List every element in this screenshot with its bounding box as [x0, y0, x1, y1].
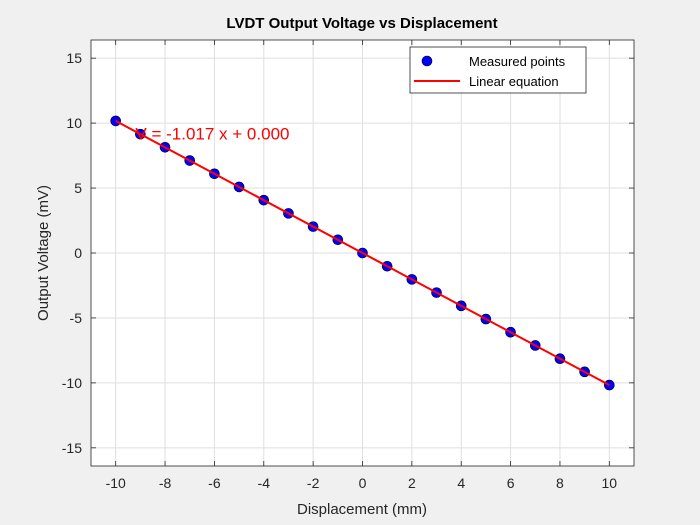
- y-tick-label: -15: [62, 440, 82, 456]
- y-tick-label: -5: [70, 310, 83, 326]
- x-tick-label: -4: [258, 475, 271, 491]
- legend-label-measured: Measured points: [469, 54, 566, 69]
- x-tick-label: 4: [457, 475, 465, 491]
- y-tick-label: 0: [74, 245, 82, 261]
- x-tick-label: 10: [602, 475, 618, 491]
- x-axis-label: Displacement (mm): [297, 501, 427, 518]
- legend-label-linear: Linear equation: [469, 74, 559, 89]
- x-tick-label: -8: [159, 475, 172, 491]
- legend-box: [409, 46, 587, 94]
- y-tick-label: 15: [66, 50, 82, 66]
- fit-line: [115, 120, 610, 386]
- x-tick-label: -2: [307, 475, 320, 491]
- x-tick-label: 2: [408, 475, 416, 491]
- y-tick-label: -10: [62, 375, 82, 391]
- x-tick-label: 8: [556, 475, 564, 491]
- legend[interactable]: Measured points Linear equation: [409, 46, 587, 94]
- y-tick-label: 5: [74, 180, 82, 196]
- ticks: -10 -8 -6 -4 -2 0 2 4 6 8 10 -15 -10 -5 0 5 10 15: [62, 40, 634, 491]
- x-tick-label: 0: [359, 475, 367, 491]
- grid: [91, 40, 634, 466]
- legend-marker-measured: [421, 55, 433, 67]
- chart-title: LVDT Output Voltage vs Displacement: [226, 15, 497, 32]
- y-axis-label: Output Voltage (mV): [35, 185, 52, 321]
- equation-annotation: V = -1.017 x + 0.000: [135, 124, 289, 143]
- x-tick-label: 6: [507, 475, 515, 491]
- y-tick-label: 10: [66, 115, 82, 131]
- x-tick-label: -10: [106, 475, 126, 491]
- marks: [110, 115, 615, 391]
- x-tick-label: -6: [208, 475, 221, 491]
